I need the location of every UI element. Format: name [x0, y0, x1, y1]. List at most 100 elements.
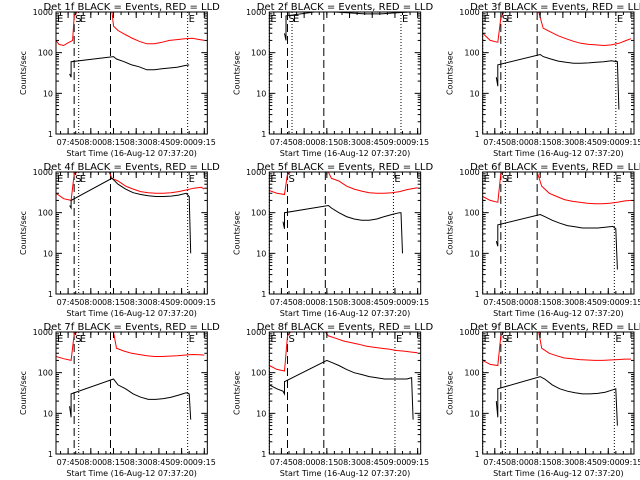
lld-series — [269, 332, 418, 372]
marker-label: S — [288, 334, 294, 345]
x-tick-label: 08:45 — [147, 458, 170, 467]
x-tick-label: 09:00 — [170, 298, 193, 307]
marker-label: E — [189, 174, 195, 185]
panel-4: Det 4f BLACK = Events, RED = LLD Counts/s… — [19, 162, 220, 318]
y-axis-label: Counts/sec — [446, 51, 455, 95]
x-tick-label: 08:15 — [315, 138, 338, 147]
x-axis-label: Start Time (16-Aug-12 07:37:20) — [280, 469, 411, 478]
marker-label: E — [189, 334, 195, 345]
panel-3: Det 3f BLACK = Events, RED = LLD Counts/s… — [446, 2, 640, 158]
marker-label: S — [75, 174, 81, 185]
panel-title: Det 6f BLACK = Events, RED = LLD — [470, 162, 640, 173]
panel-1: Det 1f BLACK = Events, RED = LLD Counts/s… — [19, 2, 220, 158]
x-tick-label: 08:30 — [551, 138, 574, 147]
x-tick-label: 09:00 — [170, 138, 193, 147]
events-series — [495, 376, 618, 426]
y-tick-label: 1 — [48, 450, 53, 459]
y-axis-label: Counts/sec — [19, 211, 28, 255]
x-tick-label: 08:45 — [574, 138, 597, 147]
x-tick-label: 09:15 — [619, 138, 640, 147]
plot-frame — [482, 171, 635, 295]
y-tick-label: 10 — [469, 249, 479, 258]
x-tick-label: 09:15 — [406, 138, 429, 147]
x-tick-label: 08:30 — [125, 138, 148, 147]
panel-7: Det 7f BLACK = Events, RED = LLD Counts/s… — [19, 322, 220, 478]
panel-9: Det 9f BLACK = Events, RED = LLD Counts/s… — [446, 322, 640, 478]
y-tick-label: 1 — [475, 450, 480, 459]
marker-label: E — [270, 14, 276, 25]
marker-label: S — [288, 174, 294, 185]
x-tick-label: 08:00 — [293, 458, 316, 467]
x-tick-label: 07:45 — [57, 458, 80, 467]
x-axis-label: Start Time (16-Aug-12 07:37:20) — [66, 469, 197, 478]
panel-title: Det 5f BLACK = Events, RED = LLD — [257, 162, 434, 173]
y-tick-label: 1 — [261, 290, 266, 299]
y-tick-label: 100 — [38, 49, 53, 58]
marker-label: E — [615, 174, 621, 185]
x-tick-label: 08:45 — [361, 298, 384, 307]
x-tick-label: 09:00 — [597, 138, 620, 147]
x-tick-label: 07:45 — [270, 138, 293, 147]
y-axis-label: Counts/sec — [232, 211, 241, 255]
plot-frame — [55, 331, 208, 455]
x-tick-label: 08:15 — [529, 138, 552, 147]
x-tick-label: 08:00 — [79, 458, 102, 467]
x-tick-label: 09:15 — [619, 458, 640, 467]
y-tick-label: 1000 — [33, 8, 53, 17]
x-tick-label: 08:45 — [361, 458, 384, 467]
marker-label: E — [506, 14, 512, 25]
marker-label: E — [394, 174, 400, 185]
y-tick-label: 10 — [43, 409, 53, 418]
marker-label: E — [270, 174, 276, 185]
y-tick-label: 1 — [48, 290, 53, 299]
marker-label: E — [57, 174, 63, 185]
x-tick-label: 08:00 — [506, 298, 529, 307]
y-axis-label: Counts/sec — [232, 51, 241, 95]
x-tick-label: 08:30 — [338, 458, 361, 467]
marker-label: E — [484, 174, 490, 185]
marker-label: E — [402, 14, 408, 25]
marker-label: S — [75, 334, 81, 345]
x-tick-label: 08:15 — [529, 298, 552, 307]
events-series — [495, 53, 620, 110]
y-tick-label: 1 — [48, 130, 53, 139]
panel-title: Det 4f BLACK = Events, RED = LLD — [43, 162, 220, 173]
marker-label: E — [617, 14, 623, 25]
y-tick-label: 1000 — [246, 8, 266, 17]
marker-label: E — [80, 174, 86, 185]
y-tick-label: 10 — [43, 89, 53, 98]
marker-label: E — [506, 174, 512, 185]
x-tick-label: 09:00 — [597, 298, 620, 307]
marker-label: S — [75, 14, 81, 25]
y-axis-label: Counts/sec — [19, 51, 28, 95]
marker-label: S — [288, 14, 294, 25]
y-axis-label: Counts/sec — [446, 211, 455, 255]
plot-frame — [268, 331, 422, 455]
panel-title: Det 2f BLACK = Events, RED = LLD — [257, 2, 434, 13]
panel-title: Det 7f BLACK = Events, RED = LLD — [43, 322, 220, 333]
x-tick-label: 08:45 — [147, 298, 170, 307]
y-tick-label: 1000 — [459, 8, 479, 17]
plot-frame — [482, 11, 635, 135]
y-tick-label: 100 — [38, 209, 53, 218]
y-axis-label: Counts/sec — [19, 371, 28, 415]
marker-label: S — [502, 334, 508, 345]
marker-label: E — [80, 14, 86, 25]
events-series — [69, 56, 190, 78]
marker-label: E — [80, 334, 86, 345]
events-series — [269, 359, 414, 420]
y-tick-label: 1000 — [33, 328, 53, 337]
x-tick-label: 08:15 — [102, 458, 125, 467]
y-tick-label: 1000 — [246, 328, 266, 337]
panel-5: Det 5f BLACK = Events, RED = LLD Counts/s… — [232, 162, 433, 318]
x-tick-label: 08:30 — [125, 298, 148, 307]
y-tick-label: 1000 — [33, 168, 53, 177]
x-tick-label: 08:00 — [506, 138, 529, 147]
x-tick-label: 09:15 — [193, 298, 216, 307]
x-axis-label: Start Time (16-Aug-12 07:37:20) — [493, 309, 624, 318]
marker-label: E — [270, 334, 276, 345]
plot-frame — [268, 11, 422, 135]
x-tick-label: 08:30 — [338, 298, 361, 307]
x-tick-label: 08:30 — [125, 458, 148, 467]
